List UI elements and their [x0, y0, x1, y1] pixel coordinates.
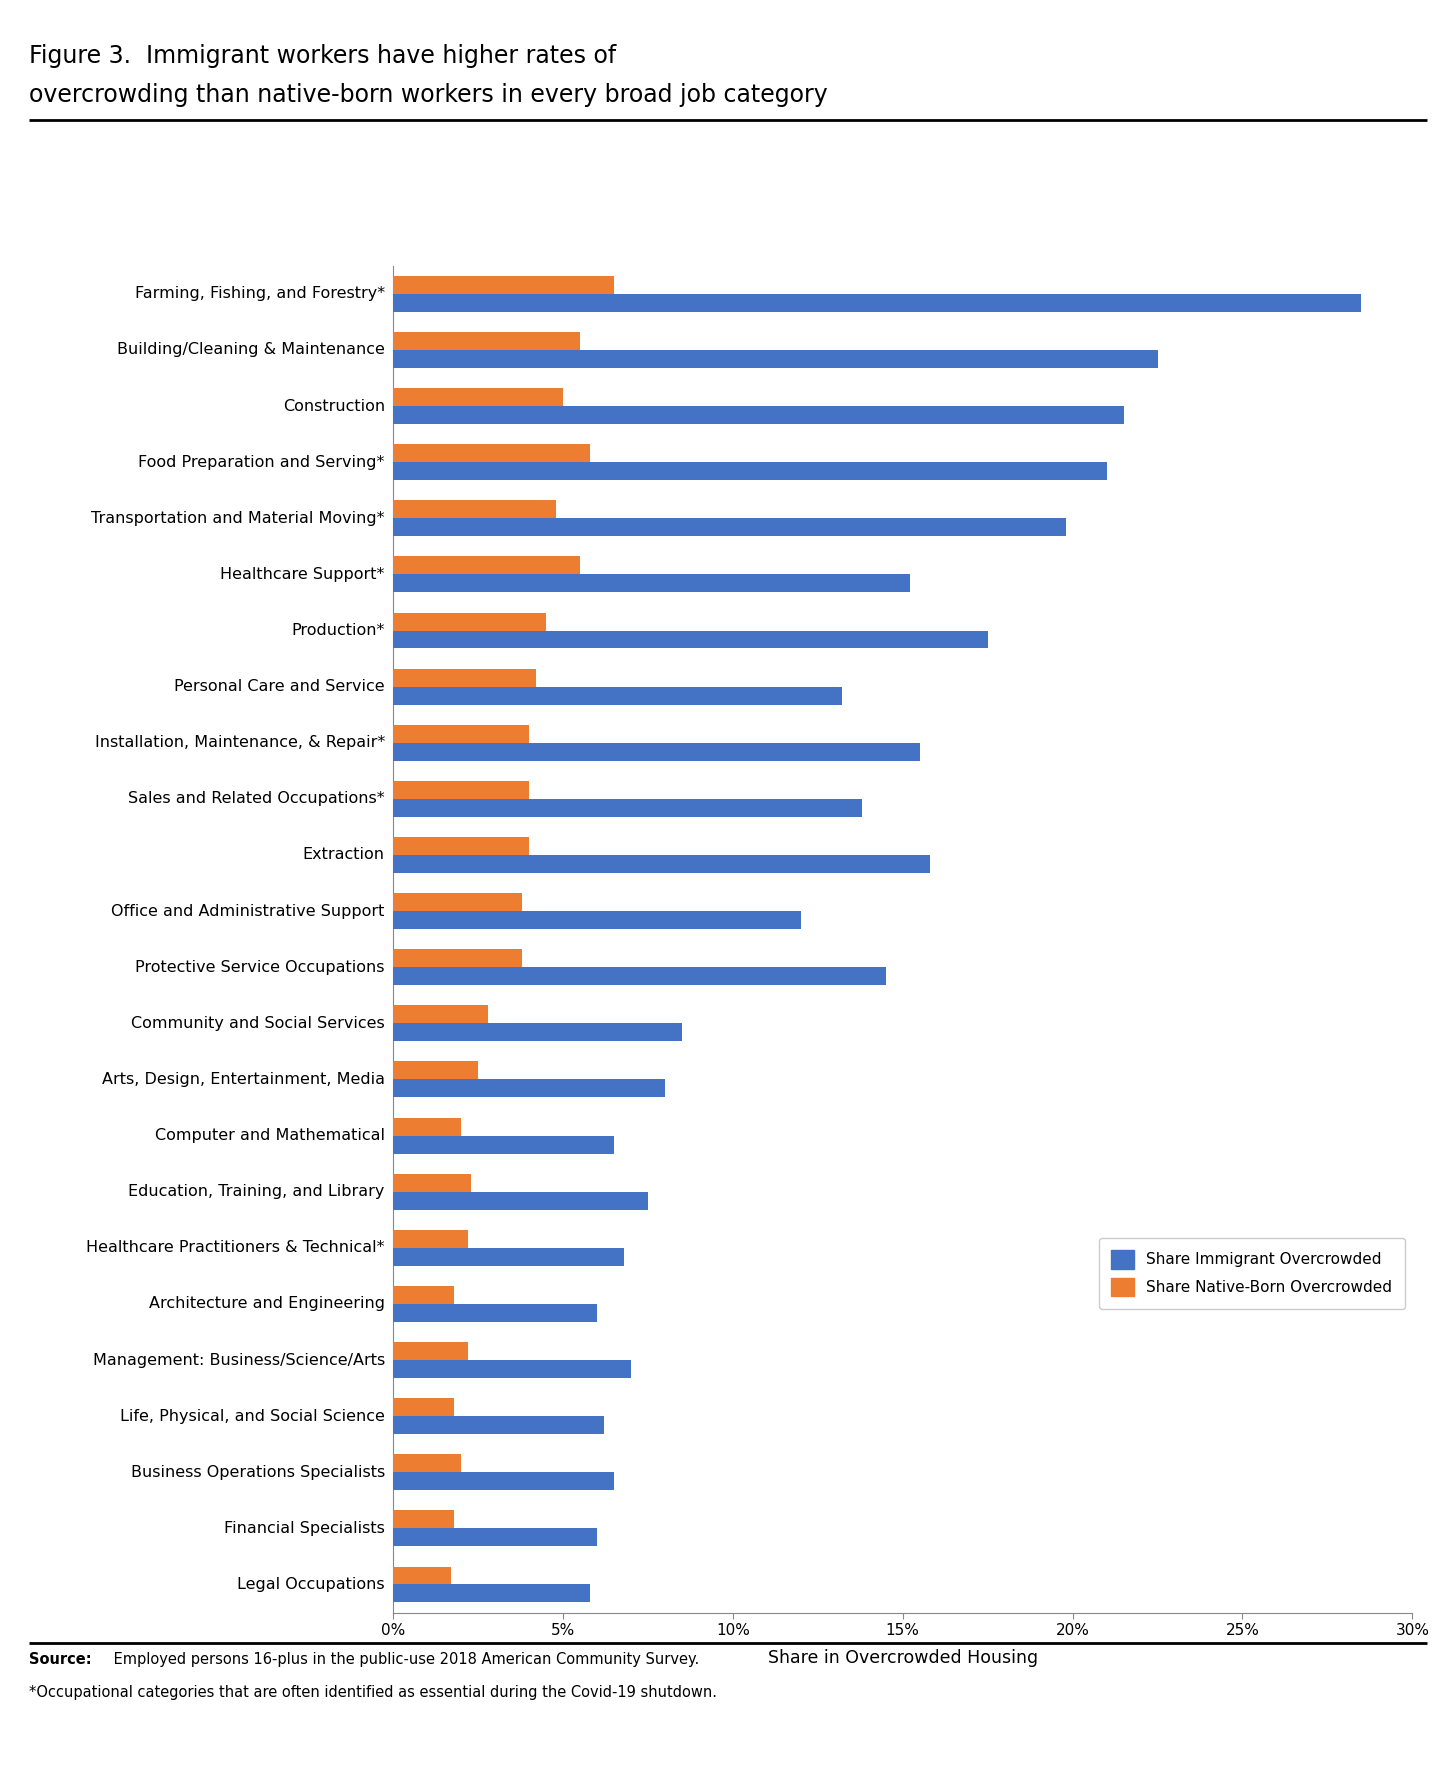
Bar [393, 276, 614, 294]
Bar [393, 911, 801, 929]
Bar [393, 950, 523, 968]
Bar [393, 1510, 454, 1527]
Bar [393, 406, 1124, 424]
Bar [393, 445, 590, 462]
Bar [393, 1455, 462, 1473]
Bar [393, 1230, 467, 1247]
Bar [393, 968, 885, 985]
Bar [393, 1247, 625, 1265]
Bar [393, 1022, 681, 1042]
Bar [393, 517, 1066, 537]
Bar [393, 1118, 462, 1136]
Bar [393, 799, 862, 817]
Text: Employed persons 16-plus in the public-use 2018 American Community Survey.: Employed persons 16-plus in the public-u… [109, 1652, 699, 1666]
Bar [393, 1061, 478, 1079]
Bar [393, 836, 529, 854]
Text: Source:: Source: [29, 1652, 92, 1666]
Bar [393, 1359, 630, 1379]
Text: *Occupational categories that are often identified as essential during the Covid: *Occupational categories that are often … [29, 1685, 718, 1699]
Bar [393, 1286, 454, 1304]
Bar [393, 893, 523, 911]
Bar [393, 1191, 648, 1210]
Bar [393, 294, 1361, 312]
Bar [393, 1473, 614, 1490]
Bar [393, 351, 1158, 369]
Text: overcrowding than native-born workers in every broad job category: overcrowding than native-born workers in… [29, 83, 828, 108]
Bar [393, 742, 920, 760]
Bar [393, 500, 556, 517]
Bar [393, 854, 930, 874]
Bar [393, 1304, 597, 1322]
Bar [393, 462, 1107, 480]
Bar [393, 631, 987, 649]
Bar [393, 556, 579, 574]
Bar [393, 1173, 472, 1191]
Text: Figure 3.  Immigrant workers have higher rates of: Figure 3. Immigrant workers have higher … [29, 44, 616, 69]
Bar [393, 725, 529, 742]
Bar [393, 1079, 665, 1097]
Bar [393, 1584, 590, 1602]
Bar [393, 1005, 488, 1022]
Bar [393, 613, 546, 631]
Bar [393, 1527, 597, 1547]
Bar [393, 1566, 451, 1584]
Bar [393, 388, 563, 406]
Bar [393, 331, 579, 351]
Bar [393, 1416, 604, 1434]
X-axis label: Share in Overcrowded Housing: Share in Overcrowded Housing [767, 1650, 1038, 1667]
Legend: Share Immigrant Overcrowded, Share Native-Born Overcrowded: Share Immigrant Overcrowded, Share Nativ… [1099, 1237, 1405, 1308]
Bar [393, 668, 536, 686]
Bar [393, 781, 529, 799]
Bar [393, 1136, 614, 1154]
Bar [393, 1341, 467, 1361]
Bar [393, 686, 842, 705]
Bar [393, 574, 910, 592]
Bar [393, 1398, 454, 1416]
